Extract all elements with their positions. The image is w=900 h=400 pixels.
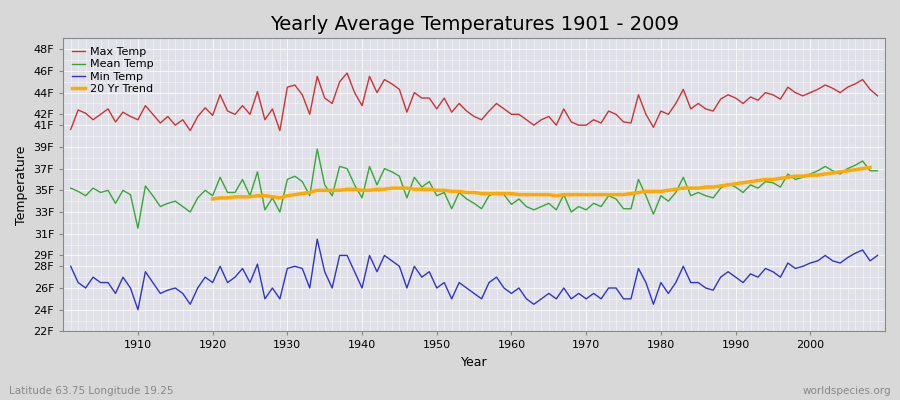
- 20 Yr Trend: [461, 190, 472, 195]
- Min Temp: [132, 307, 143, 312]
- Min Temp: [872, 253, 883, 258]
- 20 Yr Trend: [790, 174, 801, 178]
- Text: Latitude 63.75 Longitude 19.25: Latitude 63.75 Longitude 19.25: [9, 386, 174, 396]
- Mean Temp: [66, 186, 77, 190]
- Mean Temp: [521, 204, 532, 209]
- Max Temp: [66, 127, 77, 132]
- Max Temp: [610, 112, 621, 117]
- Max Temp: [349, 90, 360, 95]
- Max Temp: [342, 71, 353, 76]
- Mean Temp: [297, 179, 308, 184]
- Min Temp: [521, 296, 532, 301]
- Max Temp: [184, 128, 195, 133]
- 20 Yr Trend: [865, 165, 876, 170]
- X-axis label: Year: Year: [461, 356, 488, 369]
- Max Temp: [297, 92, 308, 97]
- Mean Temp: [311, 147, 322, 152]
- 20 Yr Trend: [342, 187, 353, 192]
- Min Temp: [311, 237, 322, 242]
- Min Temp: [349, 269, 360, 274]
- Min Temp: [610, 286, 621, 290]
- Mean Temp: [125, 192, 136, 197]
- Mean Temp: [132, 226, 143, 231]
- 20 Yr Trend: [207, 196, 218, 201]
- Mean Temp: [514, 196, 525, 201]
- Mean Temp: [872, 168, 883, 173]
- Max Temp: [125, 114, 136, 119]
- Min Temp: [66, 264, 77, 269]
- 20 Yr Trend: [290, 192, 301, 197]
- Text: worldspecies.org: worldspecies.org: [803, 386, 891, 396]
- Legend: Max Temp, Mean Temp, Min Temp, 20 Yr Trend: Max Temp, Mean Temp, Min Temp, 20 Yr Tre…: [68, 44, 157, 97]
- Max Temp: [521, 117, 532, 122]
- Mean Temp: [349, 182, 360, 187]
- Line: 20 Yr Trend: 20 Yr Trend: [212, 168, 870, 199]
- 20 Yr Trend: [274, 196, 285, 200]
- Max Temp: [872, 94, 883, 98]
- Y-axis label: Temperature: Temperature: [15, 145, 28, 224]
- Line: Min Temp: Min Temp: [71, 239, 878, 310]
- Line: Max Temp: Max Temp: [71, 73, 878, 131]
- Line: Mean Temp: Mean Temp: [71, 149, 878, 228]
- Mean Temp: [610, 196, 621, 201]
- 20 Yr Trend: [544, 192, 554, 197]
- Title: Yearly Average Temperatures 1901 - 2009: Yearly Average Temperatures 1901 - 2009: [270, 15, 679, 34]
- Min Temp: [514, 286, 525, 290]
- Min Temp: [125, 286, 136, 290]
- Min Temp: [297, 266, 308, 271]
- Max Temp: [514, 112, 525, 117]
